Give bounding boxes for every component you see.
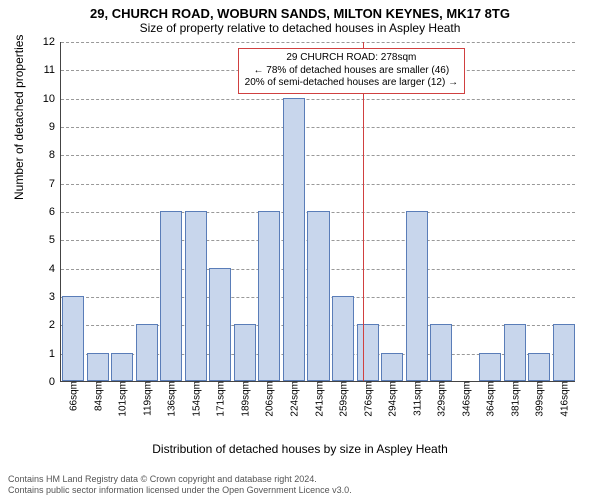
histogram-bar <box>111 353 133 381</box>
histogram-bar <box>504 324 526 381</box>
x-tick-label: 241sqm <box>312 381 325 417</box>
histogram-bar <box>185 211 207 381</box>
x-tick-label: 329sqm <box>435 381 448 417</box>
x-tick-label: 84sqm <box>91 381 104 411</box>
x-tick-label: 346sqm <box>459 381 472 417</box>
histogram-bar <box>160 211 182 381</box>
histogram-bar <box>357 324 379 381</box>
annotation-box: 29 CHURCH ROAD: 278sqm ← 78% of detached… <box>238 48 465 94</box>
gridline <box>61 155 575 156</box>
x-tick-label: 416sqm <box>557 381 570 417</box>
y-tick-label: 7 <box>49 178 61 190</box>
histogram-bar <box>479 353 501 381</box>
y-tick-label: 12 <box>43 36 61 48</box>
annotation-line-3: 20% of semi-detached houses are larger (… <box>245 77 458 90</box>
histogram-bar <box>234 324 256 381</box>
histogram-bar <box>283 98 305 381</box>
y-tick-label: 8 <box>49 149 61 161</box>
y-tick-label: 1 <box>49 348 61 360</box>
x-tick-label: 311sqm <box>410 381 423 416</box>
x-tick-label: 101sqm <box>116 381 129 417</box>
y-axis-label: Number of detached properties <box>12 35 26 200</box>
footer-line-1: Contains HM Land Registry data © Crown c… <box>8 474 352 485</box>
x-tick-label: 364sqm <box>484 381 497 417</box>
x-axis-label: Distribution of detached houses by size … <box>0 442 600 456</box>
gridline <box>61 184 575 185</box>
histogram-bar <box>136 324 158 381</box>
histogram-bar <box>62 296 84 381</box>
annotation-line-1: 29 CHURCH ROAD: 278sqm <box>245 52 458 65</box>
chart-title-main: 29, CHURCH ROAD, WOBURN SANDS, MILTON KE… <box>0 0 600 21</box>
y-tick-label: 10 <box>43 93 61 105</box>
annotation-line-2: ← 78% of detached houses are smaller (46… <box>245 65 458 78</box>
x-tick-label: 399sqm <box>533 381 546 417</box>
x-tick-label: 189sqm <box>238 381 251 417</box>
histogram-bar <box>553 324 575 381</box>
y-tick-label: 4 <box>49 263 61 275</box>
x-tick-label: 276sqm <box>361 381 374 417</box>
gridline <box>61 99 575 100</box>
y-tick-label: 9 <box>49 121 61 133</box>
x-tick-label: 136sqm <box>165 381 178 417</box>
histogram-bar <box>209 268 231 381</box>
x-tick-label: 381sqm <box>508 381 521 417</box>
histogram-bar <box>87 353 109 381</box>
y-tick-label: 5 <box>49 234 61 246</box>
histogram-bar <box>528 353 550 381</box>
x-tick-label: 224sqm <box>287 381 300 417</box>
gridline <box>61 127 575 128</box>
x-tick-label: 259sqm <box>337 381 350 417</box>
footer-line-2: Contains public sector information licen… <box>8 485 352 496</box>
histogram-bar <box>406 211 428 381</box>
y-tick-label: 11 <box>44 64 61 76</box>
footer-attribution: Contains HM Land Registry data © Crown c… <box>8 474 352 496</box>
histogram-bar <box>307 211 329 381</box>
y-tick-label: 2 <box>49 319 61 331</box>
x-tick-label: 154sqm <box>189 381 202 417</box>
gridline <box>61 42 575 43</box>
x-tick-label: 171sqm <box>214 381 227 417</box>
histogram-bar <box>430 324 452 381</box>
x-tick-label: 119sqm <box>140 381 153 416</box>
histogram-bar <box>381 353 403 381</box>
chart-title-sub: Size of property relative to detached ho… <box>0 21 600 39</box>
y-tick-label: 3 <box>49 291 61 303</box>
y-tick-label: 6 <box>49 206 61 218</box>
x-tick-label: 206sqm <box>263 381 276 417</box>
histogram-bar <box>258 211 280 381</box>
x-tick-label: 66sqm <box>67 381 80 411</box>
x-tick-label: 294sqm <box>386 381 399 417</box>
y-tick-label: 0 <box>49 376 61 388</box>
histogram-plot: 012345678910111266sqm84sqm101sqm119sqm13… <box>60 42 575 382</box>
histogram-bar <box>332 296 354 381</box>
